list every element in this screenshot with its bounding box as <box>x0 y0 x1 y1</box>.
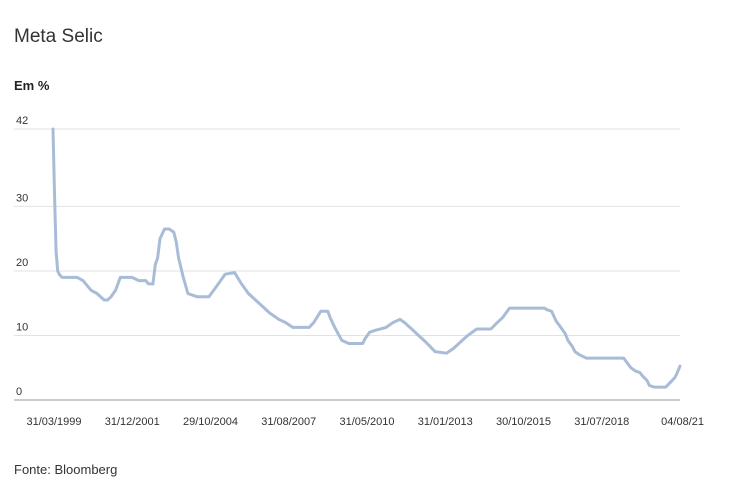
y-axis-unit-label: Em % <box>14 78 50 93</box>
y-tick-label: 0 <box>16 386 22 398</box>
x-tick-label: 04/08/21 <box>661 416 704 428</box>
x-tick-label: 31/01/2013 <box>418 416 473 428</box>
chart-title: Meta Selic <box>14 26 103 47</box>
y-tick-label: 30 <box>16 192 28 204</box>
x-tick-labels: 31/03/1999 31/12/2001 29/10/2004 31/08/2007… <box>26 416 704 428</box>
y-tick-label: 20 <box>16 257 28 269</box>
y-tick-label: 42 <box>16 115 28 127</box>
x-tick-label: 31/05/2010 <box>339 416 394 428</box>
x-tick-label: 31/12/2001 <box>105 416 160 428</box>
y-tick-labels: 0 10 20 30 42 <box>16 115 28 398</box>
gridlines <box>14 128 680 336</box>
source-note: Fonte: Bloomberg <box>14 462 118 477</box>
x-tick-label: 31/07/2018 <box>574 416 629 428</box>
x-tick-label: 29/10/2004 <box>183 416 238 428</box>
x-tick-label: 30/10/2015 <box>496 416 551 428</box>
y-tick-label: 10 <box>16 321 28 333</box>
x-tick-label: 31/03/1999 <box>26 416 81 428</box>
selic-line <box>51 127 682 389</box>
x-tick-label: 31/08/2007 <box>261 416 316 428</box>
